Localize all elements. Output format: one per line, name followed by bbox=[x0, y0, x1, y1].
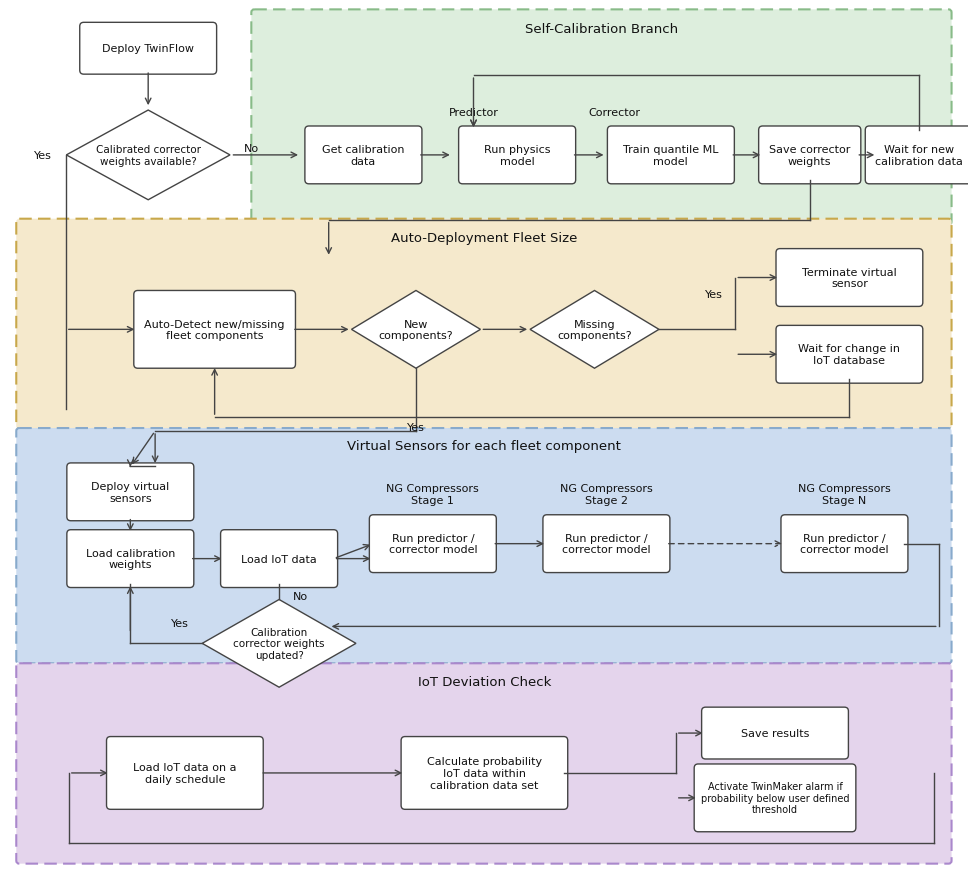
FancyBboxPatch shape bbox=[17, 664, 952, 864]
FancyBboxPatch shape bbox=[305, 126, 422, 184]
FancyBboxPatch shape bbox=[781, 515, 908, 573]
FancyBboxPatch shape bbox=[694, 764, 856, 831]
FancyBboxPatch shape bbox=[106, 737, 263, 810]
Text: NG Compressors
Stage N: NG Compressors Stage N bbox=[799, 484, 891, 505]
Text: Terminate virtual
sensor: Terminate virtual sensor bbox=[802, 268, 897, 289]
FancyBboxPatch shape bbox=[17, 428, 952, 664]
FancyBboxPatch shape bbox=[134, 291, 295, 369]
FancyBboxPatch shape bbox=[776, 249, 922, 307]
FancyBboxPatch shape bbox=[607, 126, 734, 184]
Text: Calibrated corrector
weights available?: Calibrated corrector weights available? bbox=[96, 145, 201, 167]
Text: Load calibration
weights: Load calibration weights bbox=[86, 548, 176, 570]
FancyBboxPatch shape bbox=[17, 220, 952, 429]
Text: New
components?: New components? bbox=[378, 320, 453, 341]
Text: Deploy TwinFlow: Deploy TwinFlow bbox=[102, 44, 194, 54]
FancyBboxPatch shape bbox=[458, 126, 575, 184]
FancyBboxPatch shape bbox=[776, 326, 922, 384]
Text: Save corrector
weights: Save corrector weights bbox=[769, 145, 850, 167]
Text: No: No bbox=[292, 591, 308, 601]
Text: Missing
components?: Missing components? bbox=[557, 320, 632, 341]
FancyBboxPatch shape bbox=[220, 530, 337, 588]
Text: NG Compressors
Stage 1: NG Compressors Stage 1 bbox=[386, 484, 479, 505]
Text: Deploy virtual
sensors: Deploy virtual sensors bbox=[92, 481, 170, 503]
Text: Yes: Yes bbox=[407, 422, 425, 433]
Text: Calculate probability
IoT data within
calibration data set: Calculate probability IoT data within ca… bbox=[427, 757, 542, 789]
Text: Predictor: Predictor bbox=[448, 108, 498, 118]
Text: Activate TwinMaker alarm if
probability below user defined
threshold: Activate TwinMaker alarm if probability … bbox=[701, 781, 849, 815]
Text: Yes: Yes bbox=[34, 151, 52, 161]
Polygon shape bbox=[66, 111, 230, 200]
Text: Yes: Yes bbox=[171, 619, 189, 629]
Text: Virtual Sensors for each fleet component: Virtual Sensors for each fleet component bbox=[347, 440, 621, 453]
Text: Calibration
corrector weights
updated?: Calibration corrector weights updated? bbox=[233, 627, 325, 660]
Text: Run predictor /
corrector model: Run predictor / corrector model bbox=[800, 533, 889, 555]
Text: Load IoT data on a
daily schedule: Load IoT data on a daily schedule bbox=[134, 762, 237, 784]
Text: Auto-Deployment Fleet Size: Auto-Deployment Fleet Size bbox=[391, 232, 577, 245]
Text: Get calibration
data: Get calibration data bbox=[322, 145, 405, 167]
Text: Wait for change in
IoT database: Wait for change in IoT database bbox=[799, 344, 900, 365]
Text: Save results: Save results bbox=[741, 728, 809, 738]
FancyBboxPatch shape bbox=[865, 126, 972, 184]
FancyBboxPatch shape bbox=[67, 530, 194, 588]
Text: Yes: Yes bbox=[705, 290, 722, 300]
FancyBboxPatch shape bbox=[702, 708, 848, 759]
Text: No: No bbox=[244, 144, 259, 154]
Text: Train quantile ML
model: Train quantile ML model bbox=[623, 145, 719, 167]
Text: Self-Calibration Branch: Self-Calibration Branch bbox=[525, 23, 678, 36]
FancyBboxPatch shape bbox=[67, 464, 194, 522]
Text: Auto-Detect new/missing
fleet components: Auto-Detect new/missing fleet components bbox=[144, 320, 285, 341]
Polygon shape bbox=[352, 291, 481, 369]
Text: IoT Deviation Check: IoT Deviation Check bbox=[417, 675, 551, 688]
Text: Load IoT data: Load IoT data bbox=[241, 554, 317, 564]
FancyBboxPatch shape bbox=[252, 11, 952, 226]
FancyBboxPatch shape bbox=[370, 515, 496, 573]
Text: Run predictor /
corrector model: Run predictor / corrector model bbox=[388, 533, 477, 555]
Text: Corrector: Corrector bbox=[588, 108, 641, 118]
FancyBboxPatch shape bbox=[80, 24, 216, 76]
Text: NG Compressors
Stage 2: NG Compressors Stage 2 bbox=[560, 484, 653, 505]
Text: Run predictor /
corrector model: Run predictor / corrector model bbox=[563, 533, 650, 555]
Text: Wait for new
calibration data: Wait for new calibration data bbox=[875, 145, 962, 167]
Text: Run physics
model: Run physics model bbox=[484, 145, 551, 167]
FancyBboxPatch shape bbox=[401, 737, 567, 810]
FancyBboxPatch shape bbox=[543, 515, 670, 573]
Polygon shape bbox=[530, 291, 659, 369]
FancyBboxPatch shape bbox=[759, 126, 861, 184]
Polygon shape bbox=[202, 600, 356, 687]
